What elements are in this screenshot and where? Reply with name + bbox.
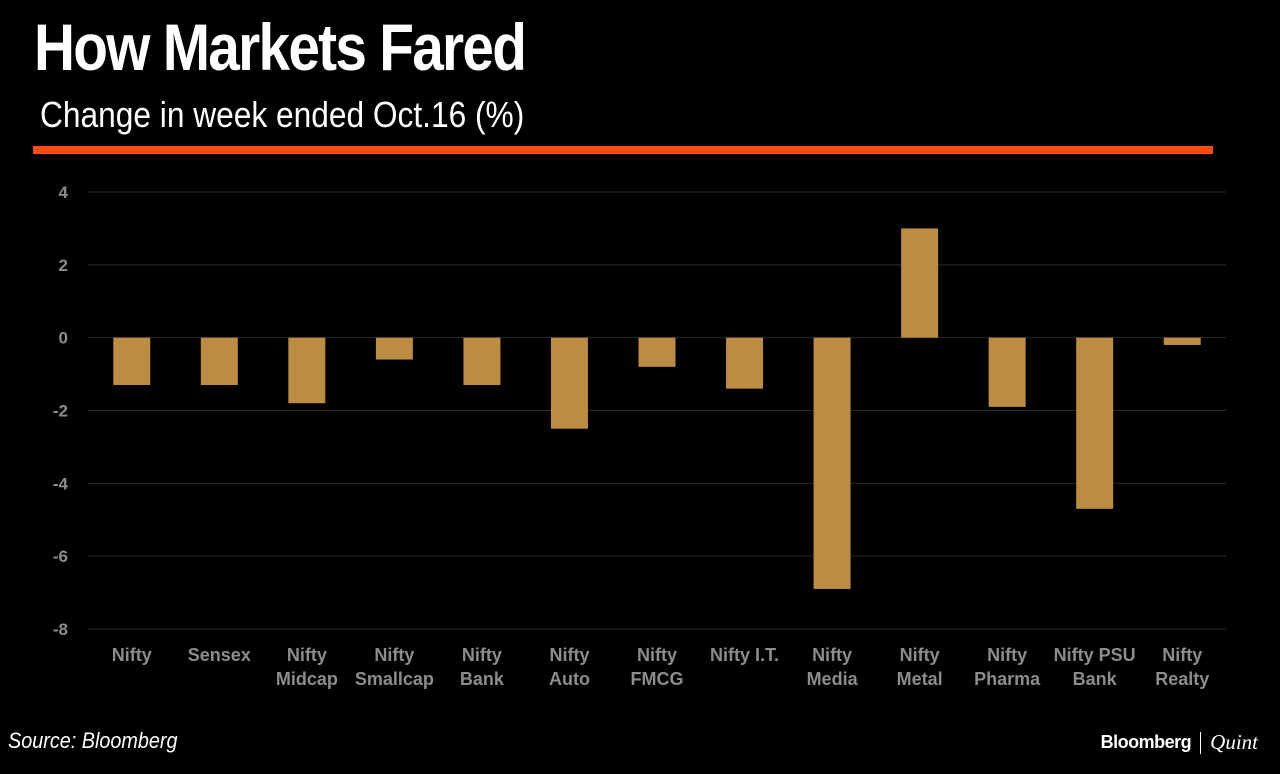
brand-logo: Bloomberg Quint	[1101, 730, 1258, 755]
bar	[375, 337, 413, 360]
x-tick-label-line: Midcap	[276, 669, 338, 689]
y-tick-label: -4	[53, 474, 69, 493]
x-tick-label-line: Pharma	[974, 669, 1041, 689]
y-tick-label: -6	[53, 547, 68, 566]
bar	[726, 337, 764, 389]
y-tick-label: -8	[53, 620, 68, 639]
x-tick-label-line: Nifty	[637, 645, 677, 665]
accent-rule	[33, 146, 1213, 154]
x-tick-label: Nifty Midcap	[276, 645, 338, 689]
bars	[113, 228, 1201, 589]
x-tick-label-line: Sensex	[188, 645, 251, 665]
x-tick-label: Nifty PSU Bank	[1054, 645, 1136, 689]
y-tick-label: 4	[59, 183, 69, 202]
bar	[901, 228, 939, 338]
bar	[638, 337, 676, 367]
x-tick-label: Nifty Auto	[549, 645, 590, 689]
x-tick-label: Nifty I.T.	[710, 645, 779, 665]
bar	[550, 337, 588, 429]
x-tick-label-line: Nifty	[987, 645, 1027, 665]
x-tick-label: Nifty Pharma	[974, 645, 1041, 689]
x-tick-label-line: Media	[807, 669, 859, 689]
x-tick-label-line: Nifty	[374, 645, 414, 665]
x-tick-label: Nifty Bank	[460, 645, 505, 689]
x-tick-label: Sensex	[188, 645, 251, 665]
x-tick-label-line: FMCG	[631, 669, 684, 689]
x-tick-label: Nifty	[112, 645, 152, 665]
brand-subname: Quint	[1210, 730, 1258, 754]
chart-title: How Markets Fared	[34, 10, 527, 84]
bar	[288, 337, 326, 404]
chart-subtitle: Change in week ended Oct.16 (%)	[40, 94, 525, 135]
y-tick-label: -2	[53, 402, 68, 421]
x-tick-label-line: Nifty	[1162, 645, 1202, 665]
x-tick-label-line: Smallcap	[355, 669, 434, 689]
x-tick-label-line: Metal	[897, 669, 943, 689]
grid-lines	[88, 191, 1226, 630]
bar	[113, 337, 151, 386]
x-tick-label-line: Nifty	[287, 645, 327, 665]
x-tick-label: Nifty FMCG	[631, 645, 684, 689]
x-tick-label-line: Nifty	[549, 645, 589, 665]
x-tick-label-line: Realty	[1155, 669, 1209, 689]
x-tick-label-line: Nifty PSU	[1054, 645, 1136, 665]
x-tick-label-line: Nifty	[112, 645, 152, 665]
x-tick-label-line: Nifty	[900, 645, 940, 665]
brand-name: Bloomberg	[1100, 732, 1192, 752]
bar	[813, 337, 851, 589]
x-tick-label: Nifty Metal	[897, 645, 943, 689]
x-tick-label: Nifty Smallcap	[355, 645, 434, 689]
source-note: Source: Bloomberg	[8, 728, 178, 753]
x-tick-label-line: Bank	[1073, 669, 1118, 689]
bar	[463, 337, 501, 386]
x-tick-label-line: Nifty	[812, 645, 852, 665]
x-tick-label-line: Nifty	[462, 645, 502, 665]
x-tick-label-line: Nifty I.T.	[710, 645, 779, 665]
brand-divider	[1200, 731, 1202, 754]
x-tick-label: Nifty Realty	[1155, 645, 1209, 689]
y-axis-ticks: 4 2 0 -2 -4 -6 -8	[53, 183, 69, 639]
bar	[1163, 337, 1201, 345]
x-tick-label-line: Auto	[549, 669, 590, 689]
bar	[988, 337, 1026, 407]
x-tick-label-line: Bank	[460, 669, 505, 689]
x-tick-label: Nifty Media	[807, 645, 859, 689]
bar	[1076, 337, 1114, 509]
bar	[200, 337, 238, 386]
y-tick-label: 2	[59, 256, 68, 275]
y-tick-label: 0	[59, 329, 68, 348]
